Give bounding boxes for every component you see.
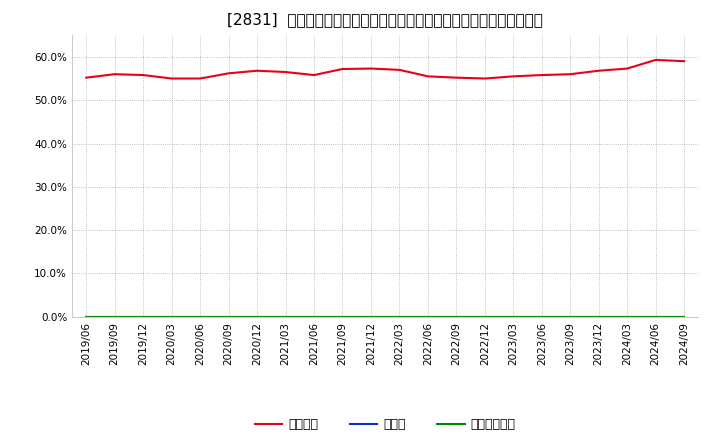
繰延税金資産 (452, 314, 461, 319)
のれん (139, 314, 148, 319)
自己資本 (452, 75, 461, 80)
のれん (196, 314, 204, 319)
自己資本 (366, 66, 375, 71)
自己資本 (82, 75, 91, 80)
自己資本 (395, 67, 404, 73)
自己資本 (338, 66, 347, 72)
繰延税金資産 (196, 314, 204, 319)
繰延税金資産 (595, 314, 603, 319)
自己資本 (509, 74, 518, 79)
繰延税金資産 (652, 314, 660, 319)
繰延税金資産 (139, 314, 148, 319)
のれん (282, 314, 290, 319)
のれん (253, 314, 261, 319)
のれん (480, 314, 489, 319)
自己資本 (225, 71, 233, 76)
繰延税金資産 (423, 314, 432, 319)
Line: 自己資本: 自己資本 (86, 60, 684, 78)
自己資本 (680, 59, 688, 64)
繰延税金資産 (566, 314, 575, 319)
のれん (310, 314, 318, 319)
自己資本 (282, 70, 290, 75)
自己資本 (595, 68, 603, 73)
繰延税金資産 (509, 314, 518, 319)
繰延税金資産 (110, 314, 119, 319)
自己資本 (196, 76, 204, 81)
Title: [2831]  自己資本、のれん、繰延税金資産の総資産に対する比率の推移: [2831] 自己資本、のれん、繰延税金資産の総資産に対する比率の推移 (228, 12, 543, 27)
自己資本 (110, 72, 119, 77)
のれん (366, 314, 375, 319)
繰延税金資産 (253, 314, 261, 319)
繰延税金資産 (338, 314, 347, 319)
自己資本 (623, 66, 631, 71)
のれん (566, 314, 575, 319)
繰延税金資産 (282, 314, 290, 319)
繰延税金資産 (167, 314, 176, 319)
のれん (338, 314, 347, 319)
繰延税金資産 (537, 314, 546, 319)
のれん (82, 314, 91, 319)
繰延税金資産 (395, 314, 404, 319)
のれん (623, 314, 631, 319)
繰延税金資産 (82, 314, 91, 319)
繰延税金資産 (366, 314, 375, 319)
自己資本 (480, 76, 489, 81)
繰延税金資産 (680, 314, 688, 319)
繰延税金資産 (310, 314, 318, 319)
Legend: 自己資本, のれん, 繰延税金資産: 自己資本, のれん, 繰延税金資産 (250, 413, 521, 436)
繰延税金資産 (480, 314, 489, 319)
のれん (452, 314, 461, 319)
自己資本 (167, 76, 176, 81)
のれん (225, 314, 233, 319)
のれん (423, 314, 432, 319)
のれん (509, 314, 518, 319)
のれん (537, 314, 546, 319)
自己資本 (310, 73, 318, 78)
のれん (595, 314, 603, 319)
のれん (680, 314, 688, 319)
自己資本 (652, 57, 660, 62)
自己資本 (253, 68, 261, 73)
のれん (652, 314, 660, 319)
繰延税金資産 (225, 314, 233, 319)
自己資本 (139, 73, 148, 78)
のれん (395, 314, 404, 319)
自己資本 (537, 73, 546, 78)
繰延税金資産 (623, 314, 631, 319)
のれん (110, 314, 119, 319)
のれん (167, 314, 176, 319)
自己資本 (566, 72, 575, 77)
自己資本 (423, 74, 432, 79)
